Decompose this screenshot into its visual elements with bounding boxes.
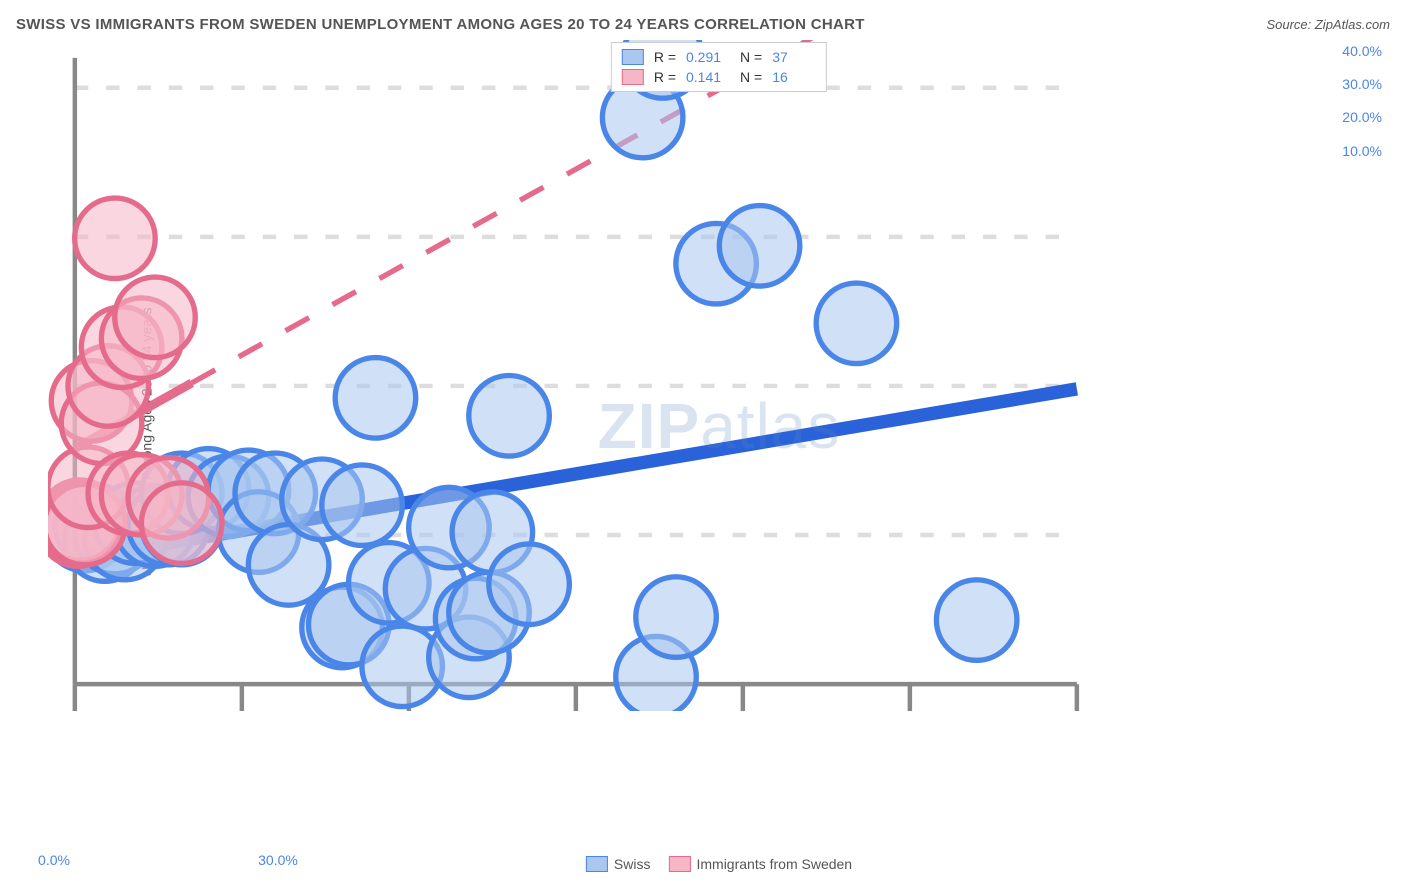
legend-n-value-swiss: 37 [772,49,816,65]
legend-row-sweden: R = 0.141 N = 16 [622,67,816,87]
legend-swatch-swiss-icon [586,856,608,872]
legend-r-value-sweden: 0.141 [686,69,730,85]
x-tick-label: 0.0% [38,852,70,868]
legend-item-swiss: Swiss [586,856,651,872]
legend-swatch-sweden-icon [668,856,690,872]
legend-r-label: R = [654,69,676,85]
chart-title: SWISS VS IMMIGRANTS FROM SWEDEN UNEMPLOY… [16,16,865,33]
legend-label-swiss: Swiss [614,856,651,872]
legend-n-label: N = [740,49,762,65]
legend-n-value-sweden: 16 [772,69,816,85]
chart-area: Unemployment Among Ages 20 to 24 years R… [48,40,1390,844]
y-tick-label: 10.0% [1342,143,1382,159]
legend-r-label: R = [654,49,676,65]
y-tick-label: 30.0% [1342,76,1382,92]
y-tick-label: 40.0% [1342,43,1382,59]
legend-r-value-swiss: 0.291 [686,49,730,65]
legend-n-label: N = [740,69,762,85]
legend-row-swiss: R = 0.291 N = 37 [622,47,816,67]
legend-series: Swiss Immigrants from Sweden [586,856,852,872]
legend-item-sweden: Immigrants from Sweden [668,856,852,872]
legend-correlation-box: R = 0.291 N = 37 R = 0.141 N = 16 [611,42,827,92]
chart-header: SWISS VS IMMIGRANTS FROM SWEDEN UNEMPLOY… [0,0,1406,40]
y-tick-label: 20.0% [1342,109,1382,125]
legend-swatch-sweden [622,69,644,85]
source-attribution: Source: ZipAtlas.com [1266,17,1390,32]
x-tick-label: 30.0% [258,852,298,868]
legend-swatch-swiss [622,49,644,65]
scatter-plot [48,40,1390,711]
legend-label-sweden: Immigrants from Sweden [696,856,852,872]
